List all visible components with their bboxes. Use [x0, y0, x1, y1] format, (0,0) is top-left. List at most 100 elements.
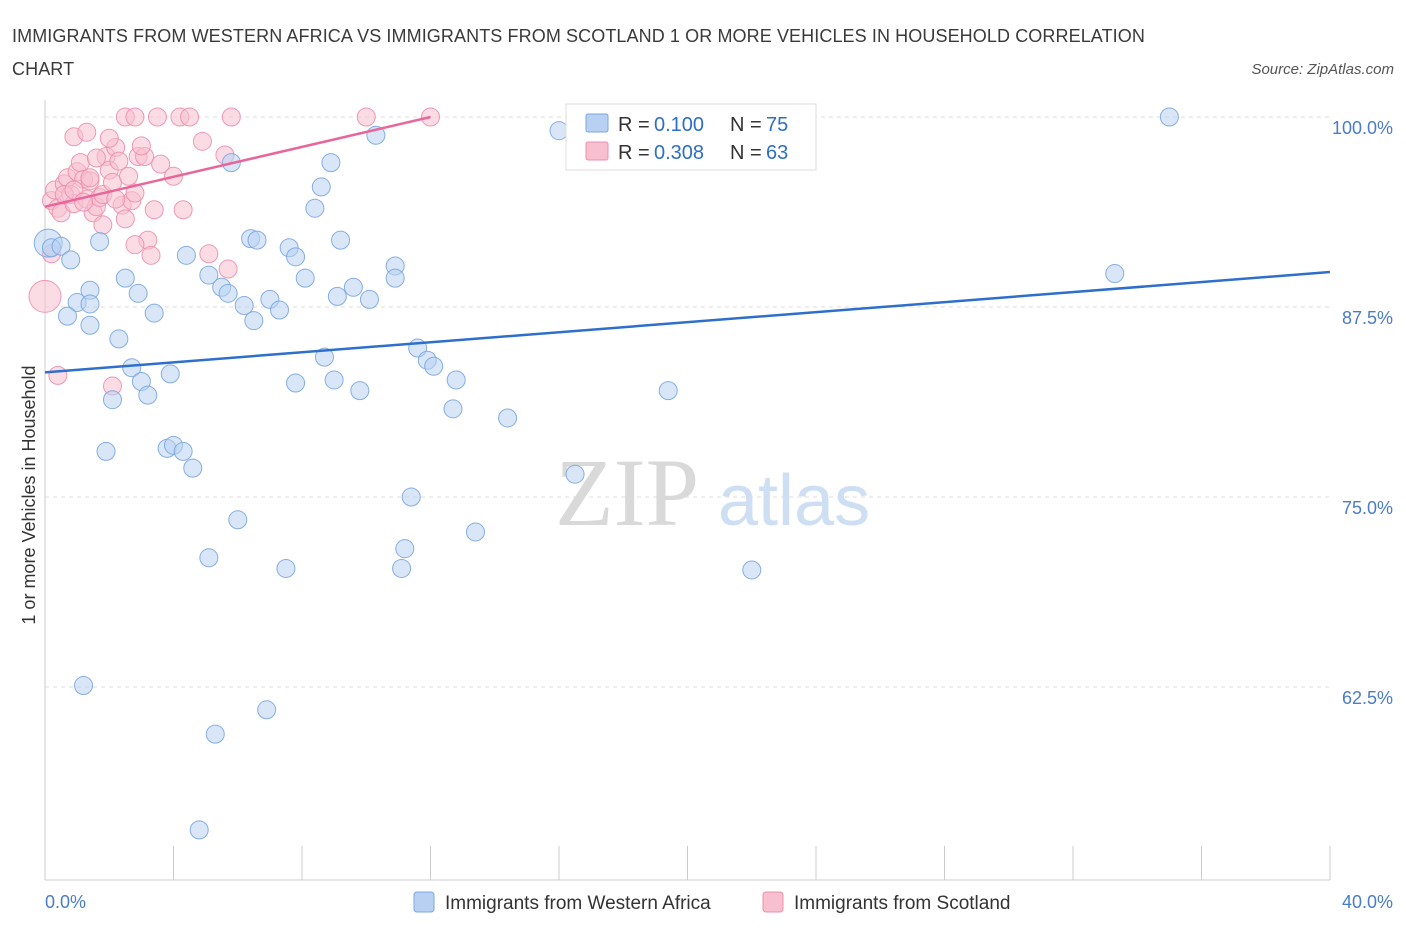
data-point — [48, 365, 68, 385]
data-point — [141, 245, 161, 265]
data-point — [286, 247, 306, 267]
stats-legend-r-label-pink: R = — [618, 142, 650, 164]
stats-legend-swatch-pink — [585, 141, 609, 161]
data-point — [109, 329, 129, 349]
x-tick-label: 0.0% — [45, 892, 86, 912]
data-point — [244, 311, 264, 331]
watermark: ZIP atlas — [555, 439, 870, 546]
data-point — [314, 347, 334, 367]
data-point — [138, 385, 158, 405]
data-point — [128, 283, 148, 303]
data-point — [228, 510, 248, 530]
data-point — [257, 700, 277, 720]
data-point — [385, 268, 405, 288]
legend-label-western-africa: Immigrants from Western Africa — [445, 893, 711, 914]
x-tick-labels: 0.0% 40.0% — [45, 892, 1393, 912]
data-point — [199, 244, 219, 264]
data-point — [331, 230, 351, 250]
data-point — [183, 458, 203, 478]
data-point — [151, 154, 171, 174]
data-point — [549, 121, 569, 141]
data-point — [51, 236, 71, 256]
y-tick-labels: 100.0% 87.5% 75.0% 62.5% — [1332, 118, 1393, 708]
stats-legend-r-value-pink: 0.308 — [654, 142, 704, 164]
data-point — [109, 151, 129, 171]
data-point — [125, 235, 145, 255]
data-point — [305, 198, 325, 218]
stats-legend: R = 0.100 N = 75 R = 0.308 N = 63 — [565, 103, 817, 171]
y-axis-label: 1 or more Vehicles in Household — [19, 365, 39, 624]
data-point — [80, 294, 100, 314]
data-point — [74, 675, 94, 695]
data-point — [742, 560, 762, 580]
data-point — [311, 177, 331, 197]
stats-legend-n-value-pink: 63 — [766, 142, 788, 164]
stats-legend-swatch-blue — [585, 113, 609, 133]
stats-legend-n-value-blue: 75 — [766, 114, 788, 136]
data-point — [199, 265, 219, 285]
data-point — [395, 539, 415, 559]
data-point — [465, 522, 485, 542]
legend-label-scotland: Immigrants from Scotland — [794, 893, 1010, 914]
data-point — [343, 277, 363, 297]
data-point — [199, 548, 219, 568]
chart-title: IMMIGRANTS FROM WESTERN AFRICA VS IMMIGR… — [12, 26, 1145, 79]
data-point — [28, 279, 62, 313]
watermark-zip: ZIP — [555, 439, 699, 546]
data-point — [173, 441, 193, 461]
data-point — [90, 232, 110, 252]
data-point — [324, 370, 344, 390]
data-point — [218, 259, 238, 279]
data-point — [392, 558, 412, 578]
data-point — [350, 381, 370, 401]
y-tick-label: 75.0% — [1342, 498, 1393, 518]
data-point — [57, 306, 77, 326]
data-point — [86, 148, 106, 168]
data-point — [270, 300, 290, 320]
data-point — [286, 373, 306, 393]
data-point — [125, 183, 145, 203]
data-point — [102, 390, 122, 410]
data-point — [96, 441, 116, 461]
x-tick-label: 40.0% — [1342, 892, 1393, 912]
data-point — [122, 358, 142, 378]
data-point — [144, 303, 164, 323]
trend-line-scotland — [44, 115, 431, 208]
data-point — [1159, 107, 1179, 127]
data-point — [276, 558, 296, 578]
data-point — [144, 200, 164, 220]
data-point — [80, 315, 100, 335]
data-point — [401, 487, 421, 507]
data-point — [61, 250, 81, 270]
data-point — [119, 166, 139, 186]
grid-lines — [45, 116, 1330, 688]
data-point — [658, 381, 678, 401]
stats-legend-n-label-pink: N = — [730, 142, 762, 164]
stats-legend-r-label-blue: R = — [618, 114, 650, 136]
data-point — [498, 408, 518, 428]
data-point — [99, 128, 119, 148]
watermark-atlas: atlas — [718, 461, 870, 541]
data-point — [1105, 264, 1125, 284]
data-point — [115, 268, 135, 288]
data-point — [234, 295, 254, 315]
data-point — [80, 168, 100, 188]
legend-swatch-scotland — [762, 891, 784, 913]
data-point — [147, 107, 167, 127]
y-tick-label: 62.5% — [1342, 688, 1393, 708]
data-point — [424, 356, 444, 376]
data-point — [70, 153, 90, 173]
data-point — [221, 107, 241, 127]
legend-swatch-western-africa — [413, 891, 435, 913]
data-point — [180, 107, 200, 127]
data-point — [443, 399, 463, 419]
trend-lines — [44, 115, 1331, 374]
data-point — [247, 230, 267, 250]
data-point — [446, 370, 466, 390]
y-tick-label: 87.5% — [1342, 308, 1393, 328]
source-credit: Source: ZipAtlas.com — [1251, 61, 1394, 78]
data-point — [295, 268, 315, 288]
y-tick-label: 100.0% — [1332, 118, 1393, 138]
data-point — [125, 107, 145, 127]
